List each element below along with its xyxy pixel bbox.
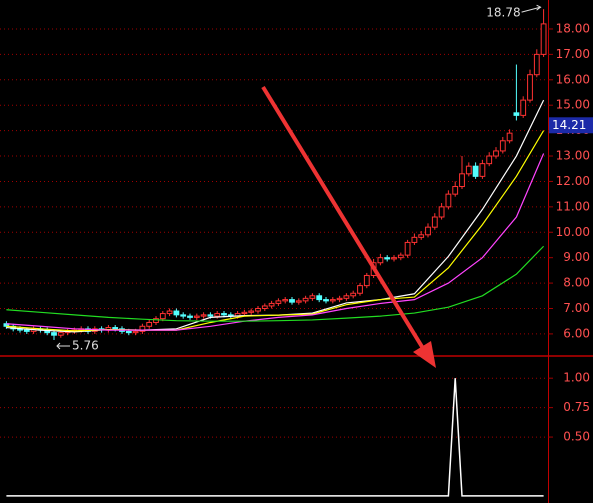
candle-body xyxy=(166,310,173,315)
candle-body xyxy=(295,300,302,303)
candle-body xyxy=(51,332,57,336)
candle-body xyxy=(431,216,438,228)
last-price-label: 14.21 xyxy=(552,118,586,132)
candle-body xyxy=(248,310,255,313)
y-tick-label: 17.00 xyxy=(556,47,590,61)
y-tick-label: 10.00 xyxy=(556,225,590,239)
candle-body xyxy=(275,300,282,304)
moving-average xyxy=(6,153,545,331)
candle-body xyxy=(180,314,187,317)
plot-area: 6.007.008.009.0010.0011.0012.0013.0014.0… xyxy=(0,4,593,497)
candle-body xyxy=(499,140,506,152)
candle-body xyxy=(255,307,261,312)
indicator-line xyxy=(6,378,544,497)
arrow-annotation xyxy=(261,85,436,368)
candle-body xyxy=(146,321,153,327)
y-tick-label: 0.75 xyxy=(563,400,590,414)
candle-body xyxy=(187,315,193,318)
candle-body xyxy=(159,313,166,320)
candle-body xyxy=(479,163,486,177)
candle-body xyxy=(139,325,146,332)
candle-body xyxy=(357,285,363,294)
candle-body xyxy=(527,74,533,101)
y-tick-label: 1.00 xyxy=(563,371,590,385)
arrow-head xyxy=(413,341,436,368)
candle-body xyxy=(506,132,513,142)
candle-body xyxy=(493,150,499,157)
candle-body xyxy=(268,302,275,307)
high-label: 18.78 xyxy=(486,6,520,20)
candle-body xyxy=(302,297,309,302)
candle-body xyxy=(193,315,200,318)
annotation-arrow xyxy=(521,4,542,13)
candle-body xyxy=(425,226,431,236)
low-label: 5.76 xyxy=(72,339,99,353)
candle-body xyxy=(153,318,159,323)
moving-average xyxy=(6,245,545,322)
candle-body xyxy=(452,186,459,195)
candle-body xyxy=(486,155,493,165)
y-tick-label: 6.00 xyxy=(563,326,590,340)
candle-body xyxy=(336,297,343,301)
candle-body xyxy=(329,299,336,302)
candle-body xyxy=(221,313,227,316)
candle-body xyxy=(125,330,132,334)
candle-body xyxy=(23,329,30,332)
candle-body xyxy=(411,236,418,243)
candle-body xyxy=(241,311,248,315)
candle-body xyxy=(384,257,391,260)
candle-body xyxy=(391,257,397,260)
candle-body xyxy=(540,23,547,55)
annotation-arrow xyxy=(56,342,70,350)
candle-body xyxy=(343,295,350,299)
candle-body xyxy=(397,254,404,259)
candle-body xyxy=(472,165,479,177)
candle-body xyxy=(459,173,465,188)
candle-body xyxy=(316,295,323,301)
last-price-box xyxy=(549,117,593,134)
y-tick-label: 18.00 xyxy=(556,21,590,35)
candle-body xyxy=(363,274,370,287)
candle-body xyxy=(309,295,316,299)
candle-body xyxy=(418,234,425,238)
y-tick-label: 7.00 xyxy=(563,301,590,315)
candle-body xyxy=(200,314,207,317)
candle-body xyxy=(261,305,268,309)
candle-body xyxy=(112,327,119,330)
y-tick-label: 8.00 xyxy=(563,276,590,290)
candle-body xyxy=(465,165,472,175)
candle-body xyxy=(57,332,64,336)
candle-body xyxy=(520,99,527,116)
candle-body xyxy=(377,257,384,264)
y-tick-label: 0.50 xyxy=(563,430,590,444)
candle-body xyxy=(350,292,357,297)
candle-body xyxy=(323,299,329,302)
candle-body xyxy=(533,53,540,76)
y-tick-label: 11.00 xyxy=(556,199,590,213)
candle-body xyxy=(513,112,520,116)
y-tick-label: 9.00 xyxy=(563,250,590,264)
y-tick-label: 12.00 xyxy=(556,174,590,188)
y-tick-label: 15.00 xyxy=(556,98,590,112)
candle-body xyxy=(132,330,139,334)
y-tick-label: 16.00 xyxy=(556,72,590,86)
candle-body xyxy=(445,193,452,208)
candle-body xyxy=(404,241,411,256)
y-tick-label: 13.00 xyxy=(556,149,590,163)
candle-body xyxy=(207,314,214,317)
candle-body xyxy=(289,299,295,303)
candle-body xyxy=(214,313,221,317)
arrow-shaft xyxy=(261,85,426,352)
candle-body xyxy=(438,206,445,218)
candle-body xyxy=(173,310,180,316)
candle-body xyxy=(282,299,289,302)
